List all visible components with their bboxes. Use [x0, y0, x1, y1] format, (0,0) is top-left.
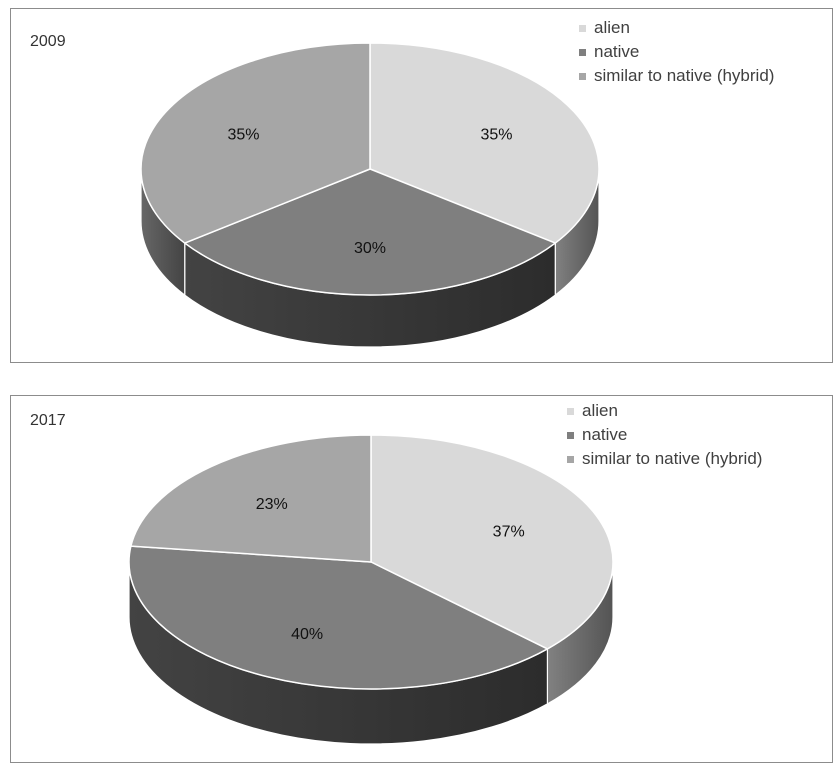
pie-slice-alien [369, 42, 600, 244]
pie-slice-native [128, 545, 549, 690]
chart-panel-2009: 2009 35% 30% 35% alien native similar to n… [10, 8, 833, 363]
chart-title: 2017 [30, 412, 66, 429]
legend-label: native [582, 425, 628, 444]
legend-swatch [567, 455, 574, 463]
legend-label: native [594, 42, 640, 61]
legend-swatch [579, 48, 586, 56]
data-label-similar: 35% [227, 127, 259, 144]
legend-label: alien [582, 401, 618, 420]
legend-item-native: native [567, 423, 762, 447]
pie-slice-native [183, 168, 557, 296]
chart-panel-2017: 2017 37% 40% 23% alien native similar to n… [10, 395, 833, 763]
legend-swatch [579, 72, 586, 80]
legend-label: similar to native (hybrid) [594, 66, 775, 85]
legend-item-native: native [579, 40, 774, 64]
data-label-alien: 37% [493, 524, 525, 541]
legend-item-hybrid: similar to native (hybrid) [567, 447, 762, 471]
pie-top [128, 434, 614, 690]
legend: alien native similar to native (hybrid) [579, 16, 774, 88]
legend-swatch [567, 431, 574, 439]
legend-item-alien: alien [579, 16, 774, 40]
legend-swatch [579, 24, 586, 32]
pie-chart-2009: 35% 30% 35% [140, 42, 600, 348]
pie-chart-2017: 37% 40% 23% [128, 434, 614, 745]
legend: alien native similar to native (hybrid) [567, 399, 762, 471]
legend-item-alien: alien [567, 399, 762, 423]
pie-slice-alien [370, 434, 614, 650]
pie-top [140, 42, 600, 296]
chart-title: 2009 [30, 33, 66, 50]
legend-label: alien [594, 18, 630, 37]
data-label-native: 30% [354, 240, 386, 257]
legend-label: similar to native (hybrid) [582, 449, 763, 468]
legend-item-hybrid: similar to native (hybrid) [579, 64, 774, 88]
data-label-similar: 23% [256, 496, 288, 513]
pie-slice-similar [130, 434, 372, 563]
pie-slice-similar [140, 42, 371, 244]
data-label-native: 40% [291, 626, 323, 643]
legend-swatch [567, 407, 574, 415]
data-label-alien: 35% [480, 127, 512, 144]
